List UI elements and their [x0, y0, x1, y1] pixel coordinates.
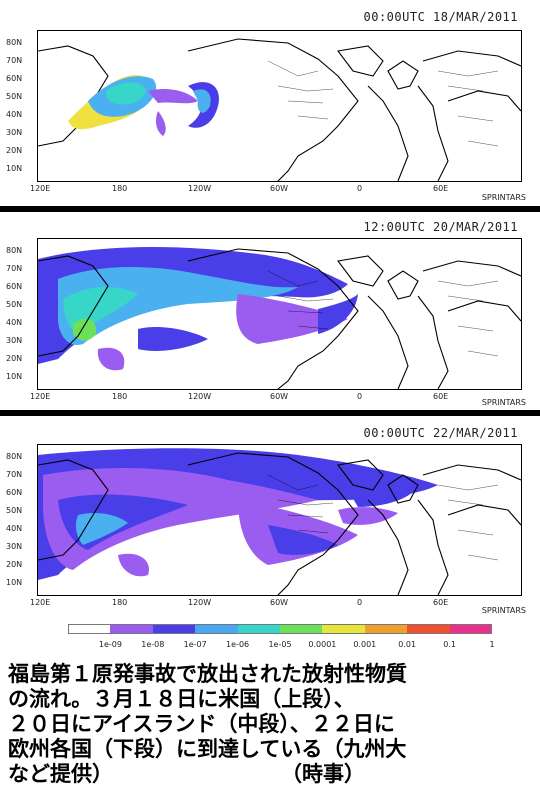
lat-label: 20N — [6, 146, 23, 155]
world-map — [38, 38, 521, 181]
lon-label: 120E — [30, 184, 51, 193]
colorbar-segment — [364, 624, 408, 634]
caption-line: 欧州各国（下段）に到達している（九州大 — [8, 737, 407, 761]
caption-line: など提供） （時事） — [8, 762, 365, 786]
caption: 福島第１原発事故で放出された放射性物質 の流れ。３月１８日に米国（上段）、 ２０… — [8, 662, 534, 787]
colorbar-tick-label: 1e-05 — [268, 640, 292, 649]
lon-label: 60E — [433, 184, 449, 193]
map-area — [37, 444, 522, 596]
panel-timestamp: 00:00UTC 18/MAR/2011 — [363, 10, 518, 24]
lon-label: 180 — [112, 598, 128, 607]
lat-label: 10N — [6, 164, 23, 173]
map-area — [37, 238, 522, 390]
colorbar-tick-label: 0.0001 — [308, 640, 337, 649]
lon-label: 60W — [270, 598, 289, 607]
lat-label: 50N — [6, 92, 23, 101]
lat-label: 60N — [6, 282, 23, 291]
colorbar-tick-label: 1 — [489, 640, 495, 649]
lon-label: 0 — [357, 392, 363, 401]
lat-label: 40N — [6, 524, 23, 533]
colorbar: 1e-09 1e-08 1e-07 1e-06 1e-05 0.0001 0.001 0.01… — [68, 618, 495, 662]
colorbar-segment — [407, 624, 451, 634]
caption-line: の流れ。３月１８日に米国（上段）、 — [8, 687, 355, 711]
colorbar-segment — [237, 624, 281, 634]
map-credit: SPRINTARS — [481, 606, 526, 615]
caption-line: 福島第１原発事故で放出された放射性物質 — [8, 662, 407, 686]
lat-label: 60N — [6, 74, 23, 83]
lat-label: 20N — [6, 354, 23, 363]
caption-line: ２０日にアイスランド（中段）、２２日に — [8, 712, 395, 736]
colorbar-tick-label: 0.01 — [398, 640, 417, 649]
lon-label: 60E — [433, 392, 449, 401]
world-map — [38, 448, 521, 595]
lat-label: 20N — [6, 560, 23, 569]
colorbar-tick-label: 1e-09 — [98, 640, 122, 649]
lon-label: 120E — [30, 598, 51, 607]
colorbar-segment — [195, 624, 239, 634]
map-panel-3: 00:00UTC 22/MAR/2011 — [0, 416, 540, 616]
lat-label: 60N — [6, 488, 23, 497]
lon-label: 120E — [30, 392, 51, 401]
lat-label: 70N — [6, 470, 23, 479]
lat-label: 80N — [6, 452, 23, 461]
colorbar-segment — [110, 624, 154, 634]
map-credit: SPRINTARS — [481, 398, 526, 407]
lat-label: 80N — [6, 38, 23, 47]
colorbar-outline — [68, 624, 492, 634]
world-map — [38, 247, 521, 389]
colorbar-tick-label: 1e-07 — [183, 640, 207, 649]
colorbar-segment — [322, 624, 366, 634]
lat-label: 30N — [6, 336, 23, 345]
lat-label: 50N — [6, 300, 23, 309]
lat-label: 10N — [6, 372, 23, 381]
map-credit: SPRINTARS — [481, 193, 526, 202]
colorbar-segment — [280, 624, 323, 634]
lat-label: 70N — [6, 56, 23, 65]
separator — [0, 206, 540, 212]
lon-label: 120W — [188, 392, 212, 401]
lat-label: 10N — [6, 578, 23, 587]
lat-label: 30N — [6, 542, 23, 551]
lon-label: 0 — [357, 598, 363, 607]
lon-label: 60E — [433, 598, 449, 607]
map-area — [37, 30, 522, 182]
map-panel-2: 12:00UTC 20/MAR/2011 — [0, 212, 540, 410]
lon-label: 180 — [112, 392, 128, 401]
colorbar-tick-label: 0.1 — [443, 640, 456, 649]
panel-timestamp: 00:00UTC 22/MAR/2011 — [363, 426, 518, 440]
separator — [0, 410, 540, 416]
colorbar-segment — [152, 624, 196, 634]
lon-label: 60W — [270, 184, 289, 193]
lon-label: 120W — [188, 184, 212, 193]
lon-label: 60W — [270, 392, 289, 401]
colorbar-tick-label: 1e-06 — [226, 640, 250, 649]
lat-label: 30N — [6, 128, 23, 137]
lon-label: 120W — [188, 598, 212, 607]
lat-label: 50N — [6, 506, 23, 515]
lat-label: 70N — [6, 264, 23, 273]
lat-label: 40N — [6, 318, 23, 327]
lon-label: 180 — [112, 184, 128, 193]
map-panel-1: 00:00UTC 18/MAR/2011 — [0, 0, 540, 205]
lon-label: 0 — [357, 184, 363, 193]
panel-timestamp: 12:00UTC 20/MAR/2011 — [363, 220, 518, 234]
lat-label: 40N — [6, 110, 23, 119]
colorbar-tick-label: 1e-08 — [141, 640, 165, 649]
colorbar-tick-label: 0.001 — [353, 640, 377, 649]
lat-label: 80N — [6, 246, 23, 255]
colorbar-segment — [449, 624, 493, 634]
